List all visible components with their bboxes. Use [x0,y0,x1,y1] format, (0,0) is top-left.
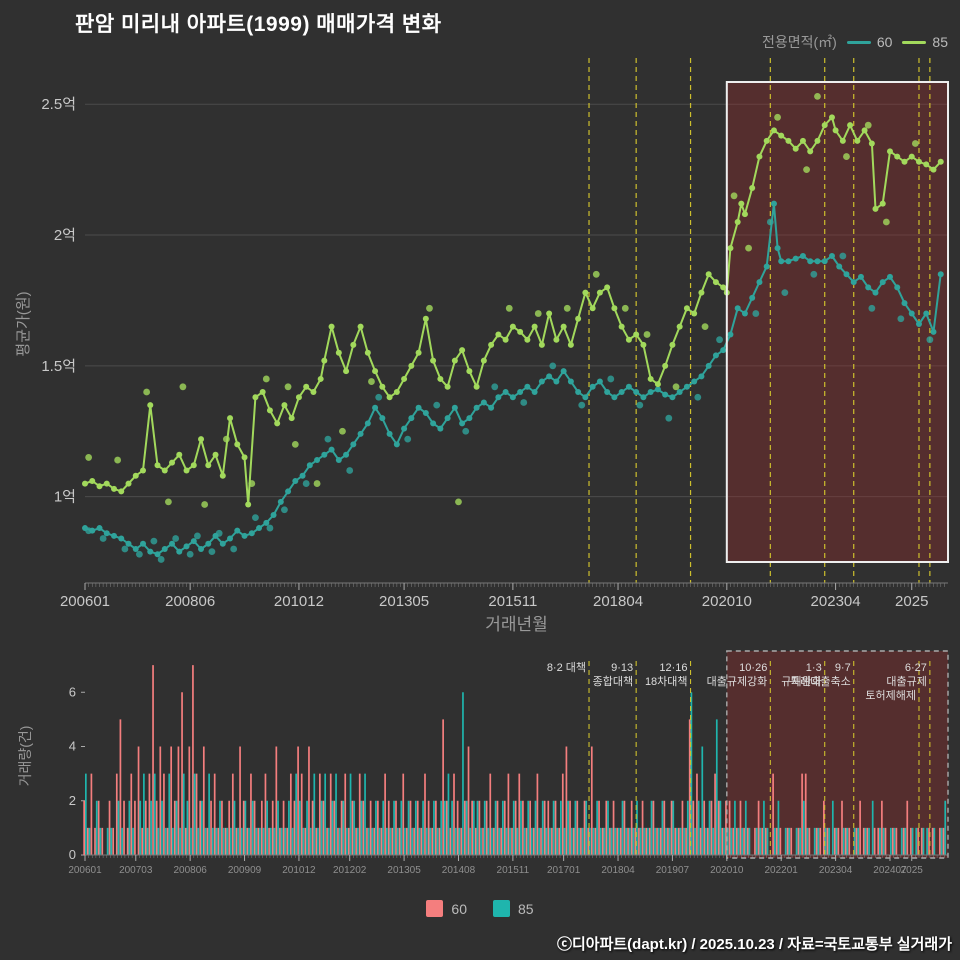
svg-text:201907: 201907 [656,865,690,876]
svg-text:200909: 200909 [228,865,262,876]
svg-text:종합대책: 종합대책 [593,675,633,688]
svg-text:12·16: 12·16 [659,662,687,674]
svg-text:18차대책: 18차대책 [645,675,688,688]
page-title: 판암 미리내 아파트(1999) 매매가격 변화 [75,13,442,36]
svg-text:1·3: 1·3 [806,662,822,674]
svg-text:6·27: 6·27 [905,662,927,674]
svg-text:201804: 201804 [593,593,643,610]
svg-text:6: 6 [69,684,76,699]
svg-text:201408: 201408 [442,865,476,876]
svg-text:규제완화: 규제완화 [781,675,821,688]
svg-text:201305: 201305 [387,865,421,876]
svg-text:202304: 202304 [811,593,861,610]
svg-text:2.5억: 2.5억 [41,96,76,113]
legend-bar-60[interactable]: 60 [426,900,467,917]
svg-text:201305: 201305 [379,593,429,610]
svg-text:1.5억: 1.5억 [41,358,76,375]
svg-text:10·26: 10·26 [739,662,767,674]
svg-text:대출규제: 대출규제 [886,675,926,688]
svg-text:대출규제강화: 대출규제강화 [707,675,768,688]
svg-text:2025: 2025 [901,865,924,876]
svg-text:201202: 201202 [333,865,367,876]
svg-text:200806: 200806 [165,593,215,610]
svg-text:2억: 2억 [54,227,76,244]
svg-text:201701: 201701 [547,865,581,876]
svg-text:201511: 201511 [497,865,530,876]
footer-credit: ⓒ디아파트(dapt.kr) / 2025.10.23 / 자료=국토교통부 실… [556,936,952,953]
svg-text:8·2 대책: 8·2 대책 [547,661,586,674]
svg-text:200601: 200601 [68,865,102,876]
bar-85-swatch [493,900,510,917]
area-legend-label: 전용면적(㎡) [761,34,837,50]
svg-text:2025: 2025 [895,593,928,610]
svg-text:201804: 201804 [601,865,635,876]
svg-text:거래년월: 거래년월 [485,615,548,634]
legend-bar-85-label: 85 [518,900,534,917]
svg-text:토허제해제: 토허제해제 [865,688,916,702]
series-60-line-swatch [846,40,871,44]
svg-text:9·7: 9·7 [835,662,851,674]
legend-bar-60-label: 60 [451,900,467,917]
series-85-line-swatch [902,40,927,44]
svg-text:200806: 200806 [173,865,207,876]
legend-item-60[interactable]: 60 [846,34,893,50]
svg-text:202304: 202304 [819,865,853,876]
series-legend: 60 85 [0,900,960,917]
legend-item-85[interactable]: 85 [902,34,948,50]
legend-item-85-label: 85 [932,34,948,50]
bar-60-swatch [426,900,444,917]
legend-bar-85[interactable]: 85 [493,900,534,917]
svg-text:201012: 201012 [274,593,324,610]
legend-item-60-label: 60 [876,34,893,50]
svg-text:202010: 202010 [702,593,752,610]
area-legend: 전용면적(㎡) 60 85 [762,32,948,52]
svg-text:4: 4 [69,739,76,754]
svg-text:200601: 200601 [60,593,110,610]
svg-text:특례대출축소: 특례대출축소 [790,675,851,688]
svg-text:202407: 202407 [873,865,907,876]
svg-text:202201: 202201 [765,865,799,876]
svg-text:1억: 1억 [54,489,76,506]
svg-text:201511: 201511 [488,593,537,610]
svg-text:9·13: 9·13 [611,662,633,674]
svg-text:거래량(건): 거래량(건) [17,726,33,787]
svg-text:2: 2 [69,793,76,808]
svg-text:200703: 200703 [119,865,153,876]
svg-text:202010: 202010 [710,865,744,876]
price-line-chart: 2.5억 2억 1.5억 1억 200601 200806 201012 201305 2015… [15,58,949,634]
svg-text:평균가(원): 평균가(원) [15,291,32,356]
svg-text:201012: 201012 [282,865,316,876]
svg-text:0: 0 [69,847,76,862]
